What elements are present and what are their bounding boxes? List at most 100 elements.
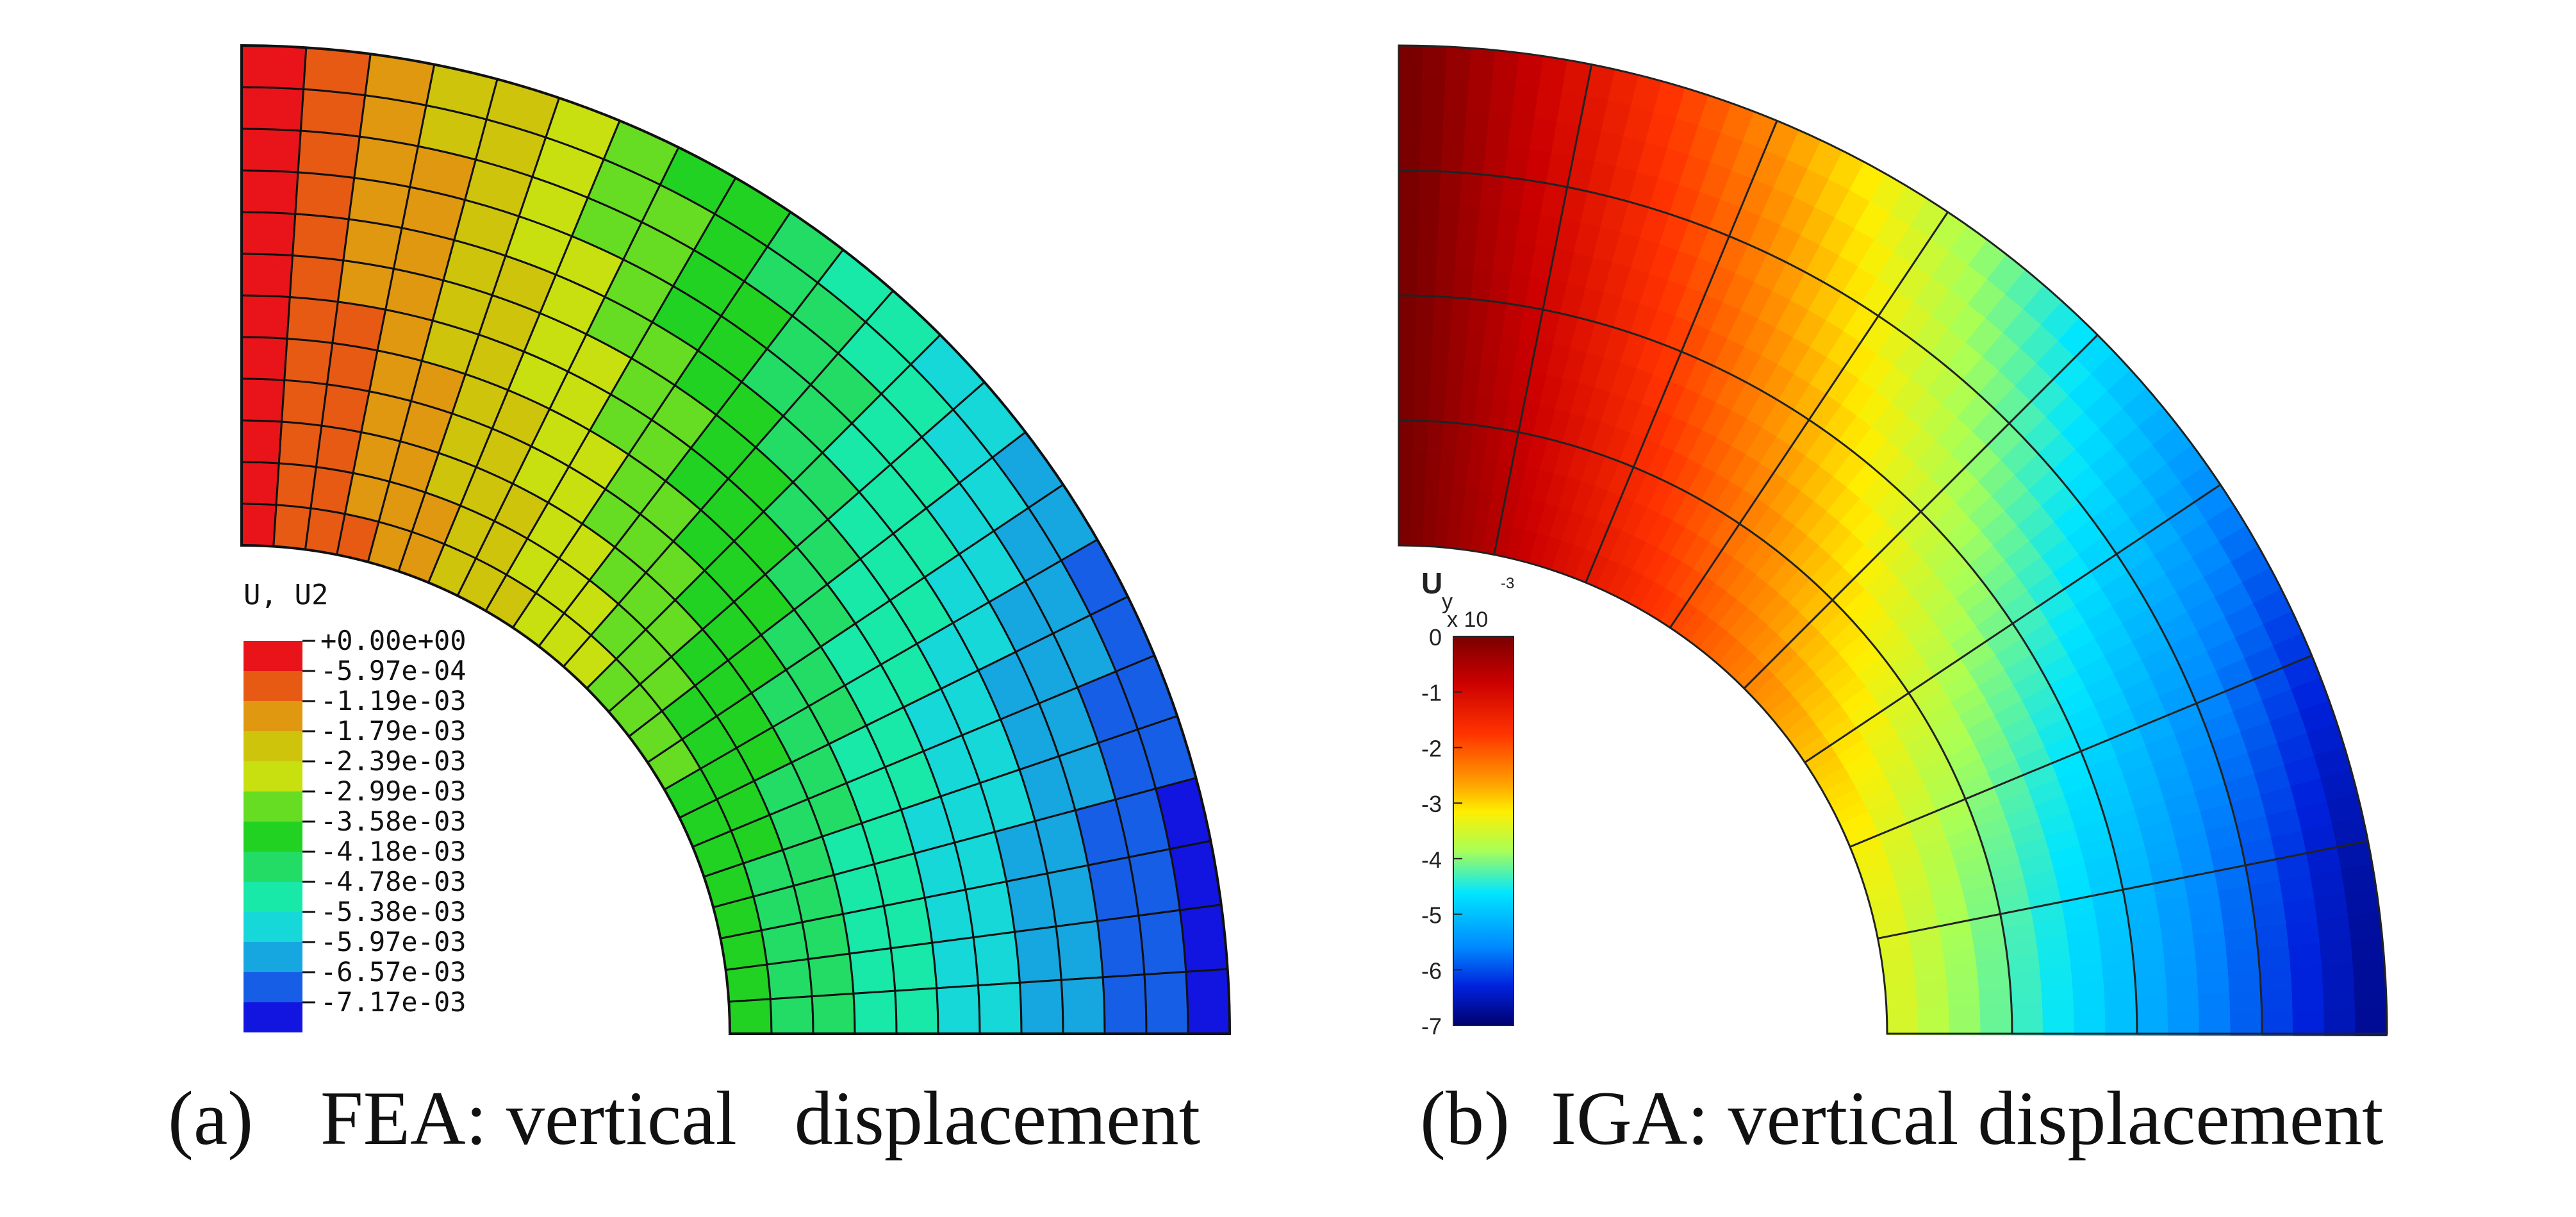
- iga-field-patch: [1917, 1006, 1951, 1023]
- iga-legend-exponent: -3: [1501, 575, 1514, 592]
- fea-mesh-element: [240, 44, 308, 90]
- iga-field-patch: [2291, 988, 2325, 1014]
- iga-mesh-radial: [1669, 211, 1949, 629]
- iga-field-patch: [1421, 45, 1450, 79]
- iga-field-patch: [1398, 138, 1423, 172]
- fea-mesh-element: [240, 211, 297, 257]
- iga-domain-outline: [1398, 44, 2388, 1035]
- iga-field-patch: [2167, 993, 2200, 1017]
- fea-legend-title: U, U2: [244, 579, 328, 611]
- iga-colorbar-label: -2: [1421, 735, 1442, 761]
- iga-field-patch: [2354, 984, 2388, 1013]
- fea-mesh-element: [1137, 909, 1187, 976]
- iga-field-patch: [1886, 1007, 1919, 1023]
- fea-legend-label: -5.38e-03: [320, 896, 466, 927]
- fea-mesh-element: [760, 921, 810, 966]
- fea-legend-swatch: [244, 671, 302, 701]
- iga-field-patch: [2261, 1011, 2294, 1036]
- fea-mesh-element: [240, 419, 283, 465]
- fea-mesh-element: [240, 86, 305, 132]
- iga-field-patch: [2011, 1001, 2044, 1021]
- iga-field-patch: [2165, 974, 2199, 998]
- iga-field-patch: [1948, 1004, 1981, 1022]
- iga-mesh-lines: [1398, 64, 2368, 1034]
- fea-mesh-element: [292, 213, 351, 262]
- fea-legend-label: -2.99e-03: [320, 775, 466, 807]
- fea-mesh-element: [331, 301, 387, 352]
- fea-legend-swatch: [244, 731, 302, 761]
- fea-legend-swatch: [244, 942, 302, 972]
- fea-mesh-element: [240, 461, 280, 506]
- fea-mesh-element: [294, 171, 356, 220]
- fea-mesh-element: [889, 941, 938, 992]
- fea-mesh-element: [1143, 970, 1189, 1035]
- fea-legend-swatch: [244, 852, 302, 882]
- fea-mesh-element: [277, 420, 323, 468]
- fea-mesh-element: [240, 336, 288, 381]
- fea-legend-swatch: [244, 972, 302, 1002]
- iga-field-patch: [2134, 976, 2168, 1000]
- iga-field-patch: [2322, 986, 2356, 1014]
- iga-legend-title: U: [1421, 567, 1442, 600]
- fea-legend-labels: +0.00e+00-5.97e-04-1.19e-03-1.79e-03-2.3…: [302, 625, 466, 1018]
- iga-field-patch: [2260, 989, 2294, 1015]
- fea-legend: U, U2 +0.00e+00-5.97e-04-1.19e-03-1.79e-…: [244, 579, 466, 1032]
- fea-mesh-element: [841, 904, 892, 955]
- fea-contour-mesh: [240, 44, 1231, 1035]
- iga-field-patch: [1398, 388, 1417, 422]
- fea-mesh-element: [801, 913, 851, 961]
- fea-mesh-element: [766, 957, 813, 1000]
- iga-field-patch: [2073, 998, 2106, 1019]
- fea-mesh-element: [240, 128, 302, 174]
- fea-legend-swatch: [244, 912, 302, 942]
- iga-colorbar-label: -4: [1421, 847, 1442, 873]
- iga-mesh-radial: [1493, 64, 1593, 555]
- iga-field-patch: [2167, 1013, 2200, 1036]
- iga-field-patch: [1887, 1020, 1919, 1036]
- iga-field-patch: [1949, 1018, 1982, 1036]
- caption-b-text: IGA: vertical displacement: [1551, 1075, 2384, 1161]
- iga-field-patch: [1398, 451, 1415, 484]
- fea-legend-label: -1.79e-03: [320, 715, 466, 747]
- fea-legend-swatch: [244, 761, 302, 791]
- fea-mesh-element: [302, 46, 372, 97]
- fea-panel: U, U2 +0.00e+00-5.97e-04-1.19e-03-1.79e-…: [240, 44, 1232, 1035]
- fea-mesh-element: [272, 504, 312, 551]
- iga-mesh-radial: [1878, 840, 2368, 940]
- fea-legend-swatch: [244, 882, 302, 912]
- fea-legend-swatch: [244, 822, 302, 852]
- fea-mesh-element: [1185, 968, 1231, 1035]
- fea-mesh-element: [727, 998, 773, 1035]
- fea-legend-label: -2.39e-03: [320, 745, 466, 777]
- fea-mesh-element: [240, 253, 294, 299]
- fea-mesh-element: [299, 88, 367, 138]
- fea-mesh-element: [811, 992, 856, 1035]
- iga-field-patch: [2324, 1009, 2357, 1036]
- fea-mesh-element: [283, 337, 334, 386]
- fea-mesh-element: [719, 929, 768, 972]
- iga-field-patch: [1398, 232, 1421, 265]
- fea-legend-label: -7.17e-03: [320, 986, 466, 1018]
- iga-field-patch: [1917, 1020, 1951, 1036]
- fea-mesh-element: [240, 377, 286, 423]
- iga-field-patch: [2104, 997, 2138, 1018]
- iga-colorbar-label: -5: [1421, 902, 1442, 929]
- iga-field-patch: [2229, 991, 2263, 1016]
- fea-mesh-element: [288, 254, 345, 303]
- fea-mesh-element: [297, 129, 361, 179]
- iga-field-patch: [2074, 1016, 2107, 1036]
- iga-field-patch: [1398, 420, 1416, 452]
- fea-mesh-element: [931, 936, 980, 989]
- iga-mesh-radial: [1804, 484, 2221, 763]
- iga-colorbar-label: -6: [1421, 957, 1442, 984]
- fea-legend-swatch: [244, 791, 302, 822]
- iga-mesh-radial: [1849, 654, 2313, 848]
- caption-a-letter: (a): [168, 1075, 253, 1161]
- fea-mesh-element: [977, 981, 1023, 1035]
- iga-field-patch: [1419, 138, 1446, 172]
- iga-colorbar: [1453, 636, 1514, 1026]
- fea-legend-swatches: [244, 641, 302, 1032]
- iga-legend-subscript: y: [1442, 590, 1453, 614]
- iga-field-patch: [1398, 201, 1422, 234]
- fea-mesh-element: [240, 169, 299, 215]
